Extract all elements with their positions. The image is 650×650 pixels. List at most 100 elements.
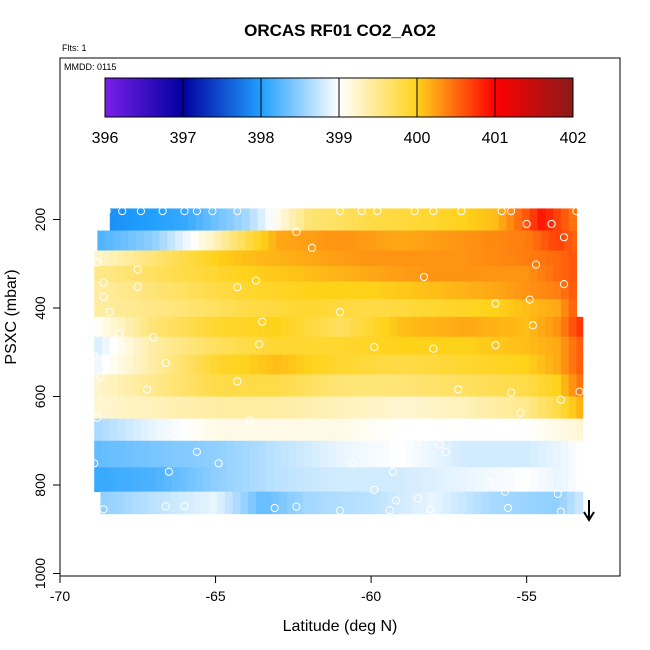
heatmap-cell xyxy=(560,336,570,355)
heatmap-cell xyxy=(514,374,523,397)
observation-point xyxy=(553,489,562,498)
heatmap-cell xyxy=(576,396,584,420)
heatmap-cell xyxy=(405,299,414,318)
heatmap-cell xyxy=(452,440,461,468)
heatmap-cell xyxy=(140,265,150,282)
heatmap-cell xyxy=(109,316,119,338)
chart-title: ORCAS RF01 CO2_AO2 xyxy=(244,21,436,40)
heatmap-band xyxy=(94,396,584,420)
heatmap-cell xyxy=(187,265,196,282)
heatmap-cell xyxy=(452,467,461,493)
heatmap-cell xyxy=(210,440,220,468)
heatmap-cell xyxy=(467,299,476,318)
heatmap-cell xyxy=(490,336,500,355)
heatmap-cell xyxy=(444,265,453,282)
heatmap-cell xyxy=(179,396,189,420)
heatmap-cell xyxy=(125,440,134,468)
heatmap-cell xyxy=(102,354,111,375)
heatmap-cell xyxy=(382,418,391,442)
heatmap-cell xyxy=(431,230,441,251)
heatmap-cell xyxy=(210,316,220,338)
heatmap-cell xyxy=(490,396,500,420)
heatmap-cell xyxy=(117,265,126,282)
heatmap-cell xyxy=(164,299,173,318)
heatmap-cell xyxy=(195,265,204,282)
heatmap-cell xyxy=(125,208,134,231)
heatmap-cell xyxy=(148,396,158,420)
observation-point xyxy=(133,282,142,291)
heatmap-cell xyxy=(226,396,235,420)
heatmap-cell xyxy=(529,354,539,375)
heatmap-cell xyxy=(172,374,181,397)
heatmap-cell xyxy=(436,440,445,468)
heatmap-cell xyxy=(280,354,290,375)
heatmap-cell xyxy=(545,440,554,468)
heatmap-cell xyxy=(576,374,584,397)
heatmap-cell xyxy=(358,250,368,267)
heatmap-cell xyxy=(522,467,531,493)
colorbar-tick-label: 401 xyxy=(482,130,509,147)
heatmap-cell xyxy=(452,336,461,355)
heatmap-cell xyxy=(164,396,173,420)
heatmap-cell xyxy=(576,316,584,338)
heatmap-cell xyxy=(273,374,282,397)
heatmap-cell xyxy=(560,250,570,267)
observation-point xyxy=(370,485,379,494)
observation-point xyxy=(99,505,108,514)
heatmap-cell xyxy=(444,208,453,231)
heatmap-cell xyxy=(389,418,399,442)
heatmap-cell xyxy=(553,250,562,267)
heatmap-cell xyxy=(537,336,546,355)
heatmap-cell xyxy=(312,316,321,338)
heatmap-cell xyxy=(242,265,251,282)
heatmap-cell xyxy=(444,281,453,300)
y-axis-label: PSXC (mbar) xyxy=(3,269,20,364)
heatmap-cell xyxy=(249,281,259,300)
heatmap-cell xyxy=(405,281,414,300)
heatmap-cell xyxy=(265,281,274,300)
heatmap-cell xyxy=(170,491,179,515)
heatmap-cell xyxy=(483,336,492,355)
heatmap-cell xyxy=(156,250,165,267)
heatmap-cell xyxy=(164,250,173,267)
heatmap-cell xyxy=(439,230,448,251)
heatmap-cell xyxy=(389,467,399,493)
heatmap-cell xyxy=(109,208,119,231)
heatmap-cell xyxy=(545,396,554,420)
heatmap-cell xyxy=(489,491,498,515)
heatmap-cell xyxy=(117,354,126,375)
heatmap-cell xyxy=(319,299,329,318)
heatmap-cell xyxy=(335,250,344,267)
heatmap-cell xyxy=(203,250,212,267)
heatmap-cell xyxy=(140,281,150,300)
heatmap-cell xyxy=(265,336,274,355)
heatmap-cell xyxy=(249,354,259,375)
heatmap-cell xyxy=(358,418,368,442)
heatmap-cell xyxy=(256,491,265,515)
heatmap-cell xyxy=(234,250,243,267)
heatmap-cell xyxy=(214,230,223,251)
heatmap-cell xyxy=(312,418,321,442)
heatmap-cell xyxy=(226,336,235,355)
observation-point xyxy=(149,333,158,342)
heatmap-cell xyxy=(327,265,336,282)
heatmap-cell xyxy=(125,418,134,442)
heatmap-cell xyxy=(475,265,484,282)
heatmap-cell xyxy=(522,418,531,442)
heatmap-cell xyxy=(459,354,469,375)
heatmap-cell xyxy=(389,336,399,355)
observation-point xyxy=(164,428,173,437)
heatmap-cell xyxy=(187,336,196,355)
heatmap-cell xyxy=(358,354,368,375)
heatmap-cell xyxy=(265,467,274,493)
observation-point xyxy=(307,243,317,252)
heatmap-cell xyxy=(382,440,391,468)
heatmap-cell xyxy=(288,467,298,493)
heatmap-cell xyxy=(470,230,480,251)
heatmap-cell xyxy=(288,250,298,267)
heatmap-cell xyxy=(156,396,165,420)
heatmap-cell xyxy=(182,230,192,251)
heatmap-cell xyxy=(187,299,196,318)
heatmap-cell xyxy=(117,299,126,318)
observation-point xyxy=(391,496,401,505)
